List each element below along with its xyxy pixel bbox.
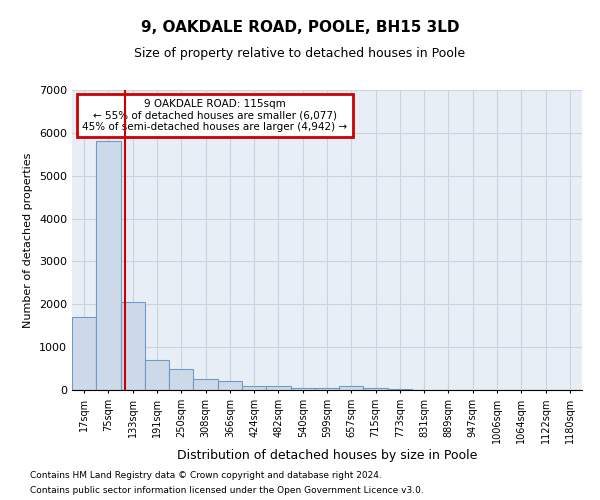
Text: 9, OAKDALE ROAD, POOLE, BH15 3LD: 9, OAKDALE ROAD, POOLE, BH15 3LD: [141, 20, 459, 35]
Bar: [145, 360, 169, 390]
Bar: [121, 302, 145, 390]
Bar: [364, 388, 388, 390]
Bar: [266, 386, 290, 390]
Text: 9 OAKDALE ROAD: 115sqm
← 55% of detached houses are smaller (6,077)
45% of semi-: 9 OAKDALE ROAD: 115sqm ← 55% of detached…: [82, 99, 347, 132]
X-axis label: Distribution of detached houses by size in Poole: Distribution of detached houses by size …: [177, 448, 477, 462]
Text: Contains public sector information licensed under the Open Government Licence v3: Contains public sector information licen…: [30, 486, 424, 495]
Y-axis label: Number of detached properties: Number of detached properties: [23, 152, 34, 328]
Bar: [339, 386, 364, 390]
Bar: [96, 142, 121, 390]
Bar: [242, 386, 266, 390]
Bar: [218, 382, 242, 390]
Bar: [290, 388, 315, 390]
Text: Size of property relative to detached houses in Poole: Size of property relative to detached ho…: [134, 48, 466, 60]
Bar: [193, 380, 218, 390]
Bar: [72, 317, 96, 390]
Bar: [169, 369, 193, 390]
Bar: [315, 388, 339, 390]
Text: Contains HM Land Registry data © Crown copyright and database right 2024.: Contains HM Land Registry data © Crown c…: [30, 471, 382, 480]
